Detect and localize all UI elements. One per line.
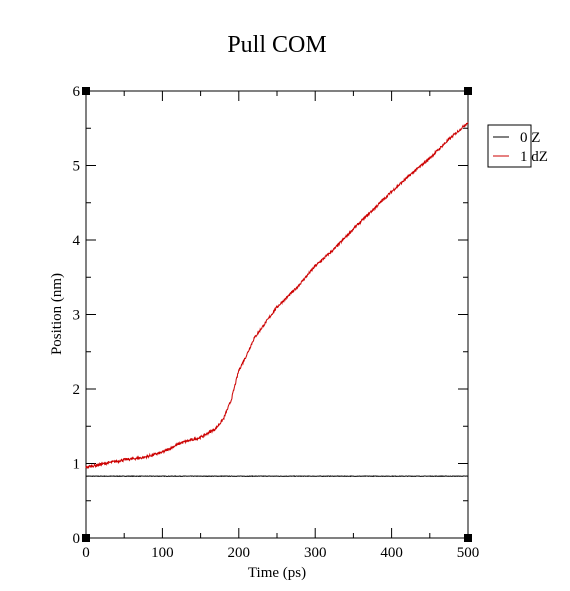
x-tick-label: 300 xyxy=(304,545,327,561)
corner-marker xyxy=(82,87,90,95)
corner-marker xyxy=(464,534,472,542)
y-tick-label: 6 xyxy=(73,84,81,100)
y-axis-label: Position (nm) xyxy=(49,273,65,355)
corner-markers xyxy=(82,87,472,542)
x-tick-label: 500 xyxy=(457,545,480,561)
tick-labels: 0 100 200 300 400 500 0 1 2 3 4 5 6 xyxy=(73,84,480,561)
y-tick-label: 0 xyxy=(73,531,81,547)
chart-title: Pull COM xyxy=(227,32,326,58)
y-tick-label: 1 xyxy=(73,457,81,473)
x-tick-label: 100 xyxy=(151,545,174,561)
x-axis-label: Time (ps) xyxy=(248,565,306,581)
corner-marker xyxy=(464,87,472,95)
legend-label: 0 Z xyxy=(520,130,540,146)
x-tick-label: 0 xyxy=(82,545,90,561)
corner-marker xyxy=(82,534,90,542)
legend: 0 Z 1 dZ xyxy=(487,124,548,168)
series-lines xyxy=(85,122,469,478)
series-line-2 xyxy=(85,122,469,470)
y-tick-label: 4 xyxy=(73,233,81,249)
legend-label: 1 dZ xyxy=(520,149,548,165)
ticks xyxy=(85,90,469,539)
plot-frame xyxy=(85,90,469,539)
y-tick-label: 2 xyxy=(73,382,81,398)
y-tick-label: 5 xyxy=(73,159,81,175)
x-tick-label: 200 xyxy=(228,545,251,561)
x-tick-label: 400 xyxy=(380,545,403,561)
legend-box xyxy=(487,124,532,168)
y-tick-label: 3 xyxy=(73,308,81,324)
